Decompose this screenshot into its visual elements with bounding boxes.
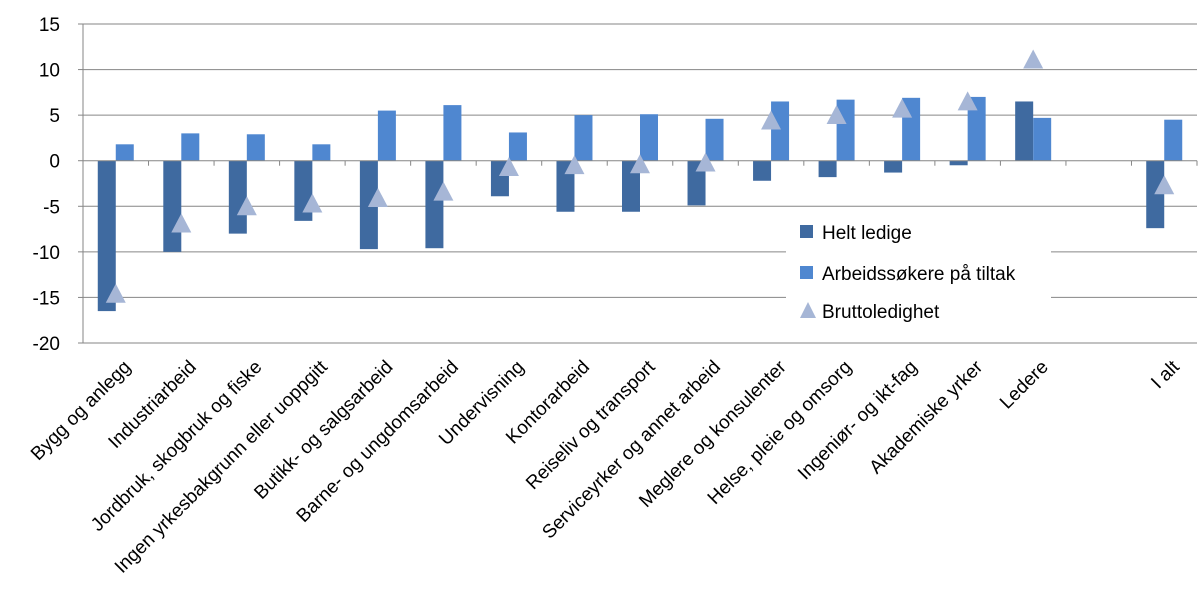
- bar-helt-ledige-butikk-og-salgsarbeid: [359, 160, 378, 250]
- legend-item-arbeidssokere: Arbeidssøkere på tiltak: [800, 264, 1016, 285]
- bar-arbeidss-kere-pa-tiltak-akademiske-yrker: [967, 96, 986, 161]
- bar-helt-ledige-jordbruk-skogbruk-og-fiske: [228, 160, 247, 234]
- marker-bruttoledighet-kontorarbeid: [564, 155, 585, 175]
- bar-arbeidss-kere-pa-tiltak-butikk-og-salgsarbeid: [377, 110, 396, 161]
- legend: Helt ledige Arbeidssøkere på tiltak Brut…: [786, 212, 1051, 330]
- bar-arbeidss-kere-pa-tiltak-industriarbeid: [181, 133, 200, 161]
- marker-bruttoledighet-industriarbeid: [171, 213, 192, 233]
- y-tick-label: 5: [49, 106, 60, 127]
- bar-arbeidss-kere-pa-tiltak-undervisning: [508, 132, 527, 161]
- legend-label-arbeidssokere: Arbeidssøkere på tiltak: [822, 264, 1016, 285]
- y-tick-label: 15: [39, 15, 60, 36]
- y-tick-label: 0: [49, 152, 60, 173]
- y-axis-ticks: 15 10 5 0 -5 -10 -15 -20: [33, 15, 83, 355]
- marker-bruttoledighet-i-alt: [1154, 175, 1175, 195]
- bar-arbeidss-kere-pa-tiltak-bygg-og-anlegg: [115, 144, 134, 161]
- markers: [105, 49, 1175, 303]
- legend-label-bruttoledighet: Bruttoledighet: [822, 302, 940, 323]
- bar-arbeidss-kere-pa-tiltak-meglere-og-konsulenter: [771, 101, 790, 161]
- bar-helt-ledige-akademiske-yrker: [949, 160, 968, 166]
- bar-arbeidss-kere-pa-tiltak-barne-og-ungdomsarbeid: [443, 105, 462, 161]
- bar-helt-ledige-barne-og-ungdomsarbeid: [425, 160, 444, 249]
- bar-helt-ledige-serviceyrker-og-annet-arbeid: [687, 160, 706, 206]
- legend-marker-bruttoledighet: [800, 302, 816, 318]
- marker-bruttoledighet-butikk-og-salgsarbeid: [367, 187, 388, 207]
- x-tick-label-akademiske-yrker: Akademiske yrker: [866, 356, 988, 478]
- marker-bruttoledighet-akademiske-yrker: [957, 91, 978, 111]
- bar-helt-ledige-industriarbeid: [163, 160, 182, 252]
- legend-swatch-arbeidssokere: [800, 266, 813, 279]
- marker-bruttoledighet-ledere: [1023, 49, 1044, 69]
- marker-bruttoledighet-jordbruk-skogbruk-og-fiske: [236, 196, 257, 216]
- marker-bruttoledighet-meglere-og-konsulenter: [761, 110, 782, 130]
- y-tick-label: -5: [43, 197, 60, 218]
- bar-arbeidss-kere-pa-tiltak-ingen-yrkesbakgrunn-eller-uoppgitt: [312, 144, 331, 161]
- bar-arbeidss-kere-pa-tiltak-jordbruk-skogbruk-og-fiske: [246, 134, 265, 161]
- bar-helt-ledige-reiseliv-og-transport: [622, 160, 640, 212]
- bar-arbeidss-kere-pa-tiltak-helse-pleie-og-omsorg: [836, 99, 855, 161]
- legend-label-helt-ledige: Helt ledige: [822, 223, 912, 244]
- legend-item-bruttoledighet: Bruttoledighet: [800, 302, 940, 323]
- bar-arbeidss-kere-pa-tiltak-reiseliv-og-transport: [640, 114, 658, 161]
- bar-helt-ledige-meglere-og-konsulenter: [753, 160, 772, 181]
- bar-helt-ledige-i-alt: [1146, 160, 1165, 229]
- bar-helt-ledige-bygg-og-anlegg: [97, 160, 116, 312]
- x-tick-label-reiseliv-og-transport: Reiseliv og transport: [522, 356, 660, 494]
- marker-bruttoledighet-reiseliv-og-transport: [630, 154, 650, 174]
- legend-background: [786, 212, 1051, 330]
- marker-bruttoledighet-barne-og-ungdomsarbeid: [433, 181, 454, 201]
- x-tick-label-ingeni-r-og-ikt-fag: Ingeniør- og ikt-fag: [794, 357, 922, 485]
- bar-arbeidss-kere-pa-tiltak-serviceyrker-og-annet-arbeid: [705, 118, 724, 161]
- x-tick-label-ledere: Ledere: [996, 357, 1053, 414]
- y-tick-label: 10: [39, 61, 60, 82]
- marker-bruttoledighet-ingeni-r-og-ikt-fag: [892, 98, 913, 118]
- marker-bruttoledighet-helse-pleie-og-omsorg: [826, 105, 847, 125]
- marker-bruttoledighet-ingen-yrkesbakgrunn-eller-uoppgitt: [302, 193, 323, 213]
- y-tick-label: -20: [33, 334, 60, 355]
- marker-bruttoledighet-serviceyrker-og-annet-arbeid: [695, 152, 716, 172]
- bar-helt-ledige-helse-pleie-og-omsorg: [818, 160, 837, 178]
- legend-swatch-helt-ledige: [800, 225, 813, 238]
- marker-bruttoledighet-undervisning: [498, 157, 519, 177]
- bar-helt-ledige-ingeni-r-og-ikt-fag: [884, 160, 903, 173]
- marker-bruttoledighet-bygg-og-anlegg: [105, 283, 126, 303]
- y-tick-label: -15: [33, 288, 60, 309]
- legend-item-helt-ledige: Helt ledige: [800, 223, 912, 244]
- x-tick-label-i-alt: I alt: [1147, 356, 1184, 393]
- bar-arbeidss-kere-pa-tiltak-ledere: [1033, 117, 1052, 161]
- bar-helt-ledige-ledere: [1015, 101, 1034, 161]
- y-tick-label: -10: [33, 243, 60, 264]
- bar-arbeidss-kere-pa-tiltak-i-alt: [1164, 119, 1183, 161]
- bar-arbeidss-kere-pa-tiltak-kontorarbeid: [574, 115, 593, 161]
